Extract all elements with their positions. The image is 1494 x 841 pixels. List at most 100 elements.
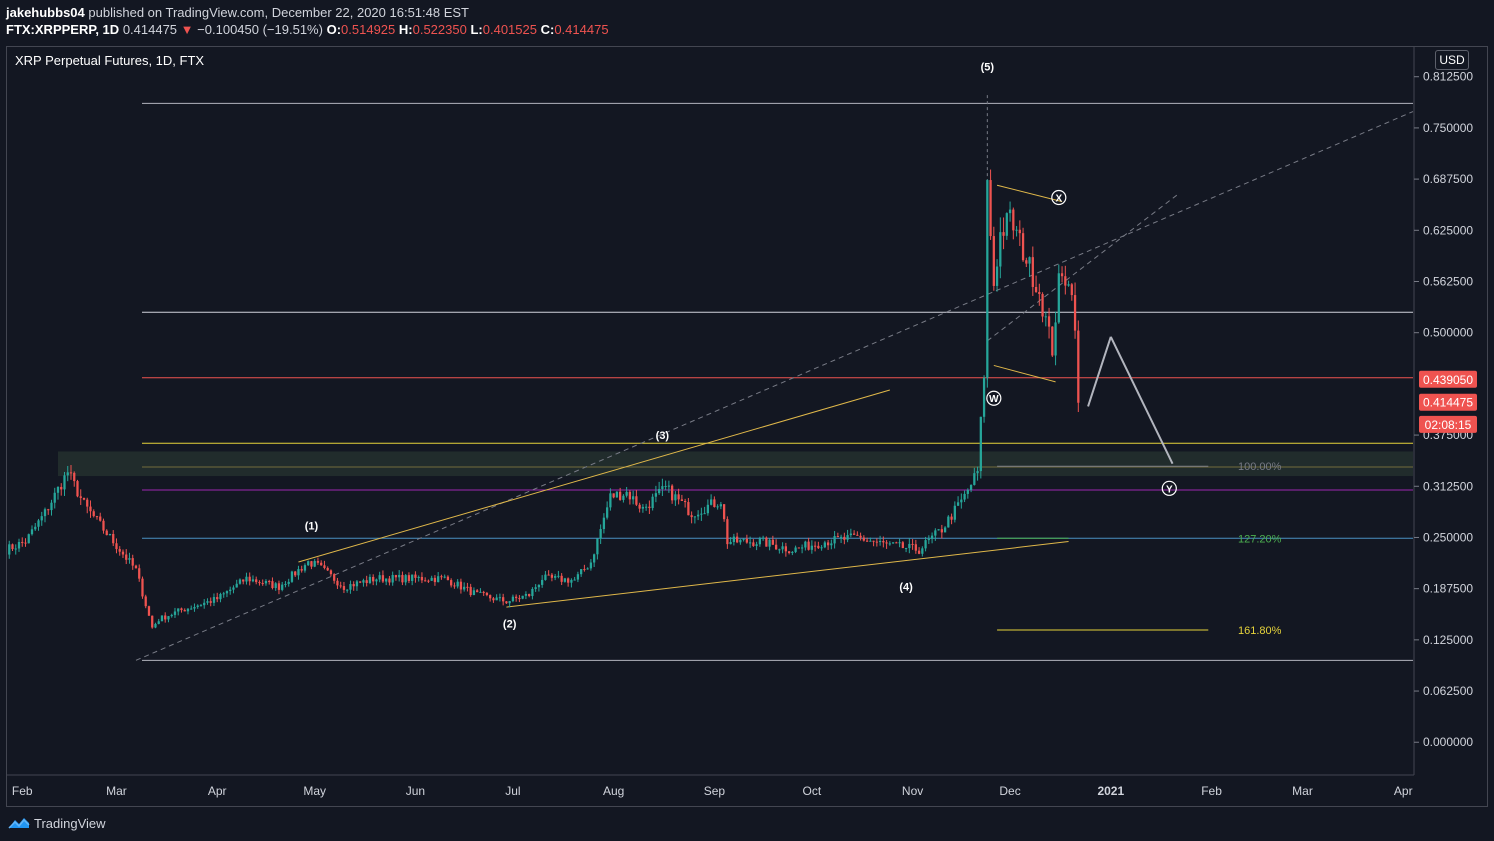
candle-body <box>622 495 625 500</box>
fib-label: 100.00% <box>1238 461 1282 473</box>
candle-body <box>823 542 826 548</box>
currency-button[interactable]: USD <box>1435 50 1469 70</box>
candle-body <box>872 540 875 542</box>
candle-body <box>950 516 953 520</box>
candle-body <box>862 537 865 541</box>
price-tick-label: 0.750000 <box>1423 121 1473 135</box>
tradingview-logo-icon[interactable] <box>8 815 30 831</box>
candle-body <box>589 562 593 569</box>
candle-body <box>602 517 606 530</box>
candle-body <box>524 594 528 596</box>
price-tick-label: 0.187500 <box>1423 582 1473 596</box>
candle-body <box>632 496 635 500</box>
candle-body <box>414 574 417 578</box>
candle-body <box>1015 229 1018 231</box>
candle-body <box>752 542 755 546</box>
candle-body <box>934 530 937 536</box>
price-change: −0.100450 (−19.51%) <box>197 22 323 37</box>
candle-body <box>963 493 966 500</box>
candle-body <box>999 232 1002 267</box>
candle-body <box>284 583 287 585</box>
candle-body <box>774 544 778 550</box>
candle-body <box>482 591 485 593</box>
candle-body <box>800 547 804 549</box>
candle-body <box>648 506 651 509</box>
candle-body <box>1038 291 1041 295</box>
candle-body <box>472 590 476 596</box>
time-tick-label: Apr <box>1394 784 1413 798</box>
candle-body <box>433 577 437 583</box>
time-tick-label: Sep <box>704 784 726 798</box>
close-label: C: <box>540 22 555 37</box>
wave-label: (3) <box>656 430 670 442</box>
candle-body <box>901 542 904 549</box>
candle-body <box>251 579 255 582</box>
wave-circle-label: Y <box>1166 484 1173 495</box>
candle-body <box>1054 322 1057 356</box>
candle-body <box>784 546 787 552</box>
candle-body <box>797 547 800 549</box>
candle-body <box>238 579 242 584</box>
candle-body <box>953 505 956 520</box>
trendlines <box>135 95 1414 661</box>
wave-circle <box>1051 189 1067 206</box>
candle-body <box>661 486 664 490</box>
candle-body <box>940 529 943 533</box>
candle-body <box>437 576 440 583</box>
candle-body <box>537 584 541 588</box>
time-tick-label: Dec <box>999 784 1020 798</box>
candle-body <box>693 516 697 518</box>
candle-body <box>1041 294 1044 317</box>
footer-brand[interactable]: TradingView <box>34 816 106 831</box>
candle-body <box>248 576 251 582</box>
candle-body <box>209 601 212 603</box>
candle-body <box>495 597 498 601</box>
candle-body <box>836 536 839 538</box>
candle-body <box>576 574 580 580</box>
candle-body <box>761 537 765 539</box>
candle-body <box>664 486 667 488</box>
candle-body <box>199 605 203 607</box>
trend-line <box>993 364 1056 383</box>
price-tick-label: 0.500000 <box>1423 326 1473 340</box>
candle-body <box>830 543 833 546</box>
candle-body <box>43 509 47 517</box>
candle-body <box>40 516 43 521</box>
candle-body <box>1018 229 1021 234</box>
candle-body <box>294 571 297 576</box>
candle-body <box>843 536 846 540</box>
candle-body <box>810 545 813 550</box>
footer: TradingView <box>0 808 1494 841</box>
candle-body <box>368 576 372 583</box>
high-label: H: <box>398 22 413 37</box>
candle-body <box>989 180 992 237</box>
candle-body <box>115 543 118 550</box>
candle-body <box>47 509 50 511</box>
candle-body <box>271 581 274 589</box>
candle-body <box>515 596 518 599</box>
trend-line <box>298 389 890 563</box>
candle-body <box>563 578 567 582</box>
candle-body <box>531 588 534 597</box>
candle-body <box>606 507 609 518</box>
candle-body <box>277 583 281 590</box>
candle-body <box>232 587 235 590</box>
candle-body <box>154 623 157 628</box>
candle-body <box>385 578 388 582</box>
candle-body <box>508 601 511 604</box>
candle-body <box>771 539 775 545</box>
candle-body <box>69 472 73 474</box>
time-tick-label: Nov <box>902 784 923 798</box>
candle-body <box>245 576 248 582</box>
candle-body <box>898 542 901 544</box>
candle-body <box>982 377 986 417</box>
price-tick-label: 0.562500 <box>1423 274 1473 288</box>
candle-body <box>986 180 989 378</box>
candle-body <box>973 473 976 485</box>
author-name[interactable]: jakehubbs04 <box>6 5 85 20</box>
close-value: 0.414475 <box>554 22 609 37</box>
candle-body <box>398 574 401 578</box>
candle-body <box>1047 316 1051 327</box>
chart-panel[interactable] <box>6 46 1488 807</box>
